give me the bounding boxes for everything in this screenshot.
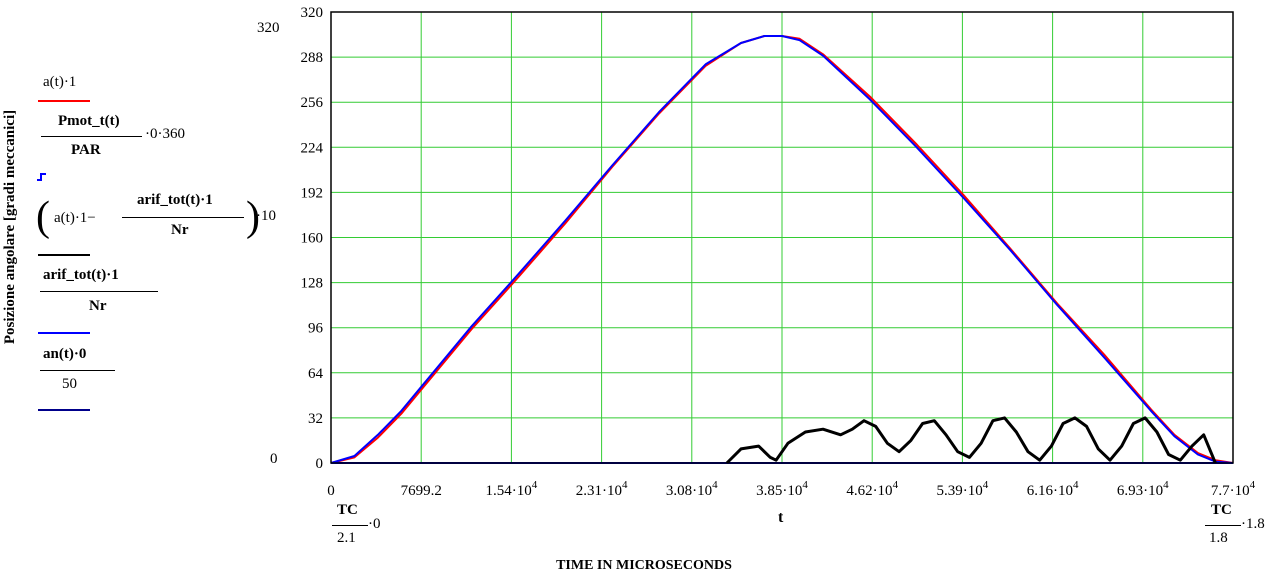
x-tick-label-0: 0 — [327, 483, 335, 499]
series-line-3 — [725, 416, 1217, 465]
x-tick-label-5: 3.85·104 — [756, 479, 808, 499]
x-tick-label-7: 5.39·104 — [937, 479, 989, 499]
legend-line-arif — [38, 332, 90, 334]
y-tick-label-2: 64 — [308, 366, 324, 382]
y-tick-label-5: 160 — [301, 231, 324, 247]
legend-num-pmot: Pmot_t(t) — [58, 113, 120, 129]
legend-den-an: 50 — [62, 376, 77, 392]
legend-pre-diff: a(t)·1− — [54, 210, 96, 226]
x-tick-label-9: 6.93·104 — [1117, 479, 1169, 499]
legend-paren-close: ) — [246, 194, 260, 240]
y-min-outer-label: 0 — [270, 451, 278, 467]
legend-fracbar-an — [40, 370, 115, 371]
y-tick-label-7: 224 — [301, 140, 324, 156]
y-tick-label-9: 288 — [301, 50, 324, 66]
y-tick-label-6: 192 — [301, 185, 324, 201]
x-max-num: TC — [1211, 502, 1232, 518]
legend-expr-a: a(t)·1 — [43, 74, 77, 90]
legend-fracbar-arif — [40, 291, 158, 292]
legend-mult-pmot: ·0·360 — [145, 126, 185, 142]
legend-num-diff: arif_tot(t)·1 — [137, 192, 213, 208]
series-line-1 — [330, 35, 1234, 464]
y-tick-label-8: 256 — [301, 95, 324, 111]
x-tick-label-2: 1.54·104 — [486, 479, 538, 499]
x-tick-label-1: 7699.2 — [401, 483, 442, 499]
legend-num-an: an(t)·0 — [43, 346, 87, 362]
y-tick-label-0: 0 — [316, 456, 324, 472]
legend-num-arif: arif_tot(t)·1 — [43, 267, 119, 283]
legend-den-pmot: PAR — [71, 142, 101, 158]
legend-line-a — [38, 100, 90, 102]
x-tick-label-6: 4.62·104 — [846, 479, 898, 499]
y-max-outer-label: 320 — [257, 20, 280, 36]
x-axis-label: t — [778, 509, 784, 526]
legend-mult-diff: ·10 — [256, 208, 276, 224]
legend-paren-open: ( — [36, 194, 50, 240]
legend-line-an — [38, 409, 90, 411]
legend-fracbar-pmot — [41, 136, 142, 137]
y-tick-label-4: 128 — [301, 276, 324, 292]
x-tick-label-8: 6.16·104 — [1027, 479, 1079, 499]
y-tick-label-10: 320 — [301, 5, 324, 21]
legend-line-diff — [38, 254, 90, 256]
x-max-fracbar — [1205, 525, 1241, 526]
x-min-fracbar — [332, 525, 368, 526]
x-max-den: 1.8 — [1209, 530, 1228, 546]
legend-den-diff: Nr — [171, 222, 189, 238]
legend-fracbar-diff — [122, 217, 244, 218]
x-min-den: 2.1 — [337, 530, 356, 546]
y-tick-label-1: 32 — [308, 411, 323, 427]
x-tick-label-3: 2.31·104 — [576, 479, 628, 499]
x-tick-label-10: 7.7·104 — [1211, 479, 1256, 499]
x-axis-footer-title: TIME IN MICROSECONDS — [556, 558, 732, 573]
x-tick-label-4: 3.08·104 — [666, 479, 718, 499]
y-tick-label-3: 96 — [308, 321, 324, 337]
plot-frame — [330, 11, 1234, 464]
legend-den-arif: Nr — [89, 298, 107, 314]
x-max-mult: ·1.8 — [1241, 516, 1265, 532]
x-min-mult: ·0 — [368, 516, 381, 532]
x-min-num: TC — [337, 502, 358, 518]
legend-line-pmot — [37, 173, 46, 181]
